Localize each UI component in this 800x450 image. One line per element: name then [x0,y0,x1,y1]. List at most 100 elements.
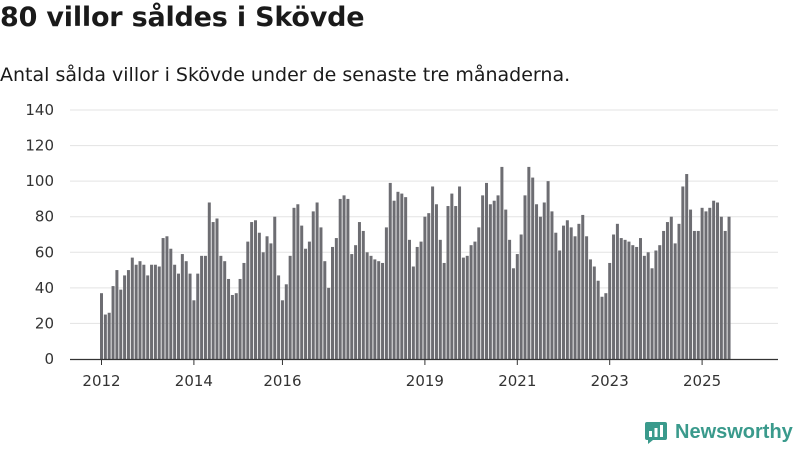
x-tick-label: 2025 [683,372,721,390]
bar [265,236,269,359]
bar [450,193,454,359]
bar [219,255,223,359]
bar [234,293,238,359]
brand-logo[interactable]: Newsworthy [644,420,793,444]
y-axis-tick-labels: 0 20 40 60 80 100 120 140 [25,101,54,368]
bar [323,261,327,359]
bar [535,204,539,359]
bar [612,234,616,359]
bar [519,234,523,359]
bar [527,166,531,359]
bar [338,198,342,359]
bar [477,227,481,359]
bar [103,314,107,359]
bar [581,214,585,359]
bar [138,261,142,359]
bar [153,264,157,359]
bar [273,216,277,359]
bar [685,174,689,359]
bar [207,202,211,359]
bar [296,204,300,359]
bar [327,287,331,359]
bar [381,262,385,359]
bar [712,200,716,359]
bar [292,207,296,359]
bar [211,222,215,359]
x-tick-label: 2014 [175,372,213,390]
bar [157,266,161,359]
bar [369,255,373,359]
bar [635,246,639,359]
y-tick-label: 100 [25,172,54,190]
bar [588,259,592,359]
bar [642,255,646,359]
bar [146,275,150,359]
bar [461,257,465,359]
bar [134,264,138,359]
bar [215,218,219,359]
bar [288,255,292,359]
bar [334,238,338,359]
bar [604,293,608,359]
bar [554,232,558,359]
x-tick-label: 2021 [498,372,536,390]
bar [673,243,677,359]
bar [681,186,685,359]
bar [150,264,154,359]
bar [446,206,450,359]
bar [111,286,115,359]
bar [646,252,650,359]
bar [396,191,400,359]
bar [246,241,250,359]
bar [411,266,415,359]
bar [627,241,631,359]
bar [130,257,134,359]
bar [592,266,596,359]
bar [577,223,581,359]
bar [269,243,273,359]
bar [515,254,519,359]
bar [558,250,562,359]
bar [261,252,265,359]
bar [346,198,350,359]
bar [473,241,477,359]
bar [500,166,504,359]
x-tick-label: 2016 [263,372,301,390]
bar [600,296,604,359]
bar [357,222,361,359]
bar [562,225,565,359]
bar [623,239,627,359]
y-tick-label: 0 [44,350,54,368]
bar [230,294,234,359]
bar [488,204,492,359]
bar [365,252,369,359]
bar [596,280,600,359]
bar [523,195,527,359]
bar [716,202,719,359]
bar [284,284,288,359]
bar [423,216,427,359]
bar [458,186,462,359]
newsworthy-logo-icon [645,422,667,444]
bar [481,195,485,359]
bar [169,248,173,359]
y-tick-label: 140 [25,101,54,119]
chart-title: 80 villor såldes i Skövde [0,2,365,33]
bar [184,261,188,359]
bar [203,255,207,359]
bar [538,216,542,359]
bar [565,220,569,359]
bar [384,227,388,359]
bar [223,261,227,359]
bar [123,275,127,359]
bar [238,278,242,359]
bar [400,193,404,359]
chart-subtitle: Antal sålda villor i Skövde under de sen… [0,64,571,86]
bar [492,200,496,359]
bar [165,236,169,359]
bar [700,207,704,359]
bar [311,211,315,359]
bar [650,268,654,359]
bar [508,239,512,359]
